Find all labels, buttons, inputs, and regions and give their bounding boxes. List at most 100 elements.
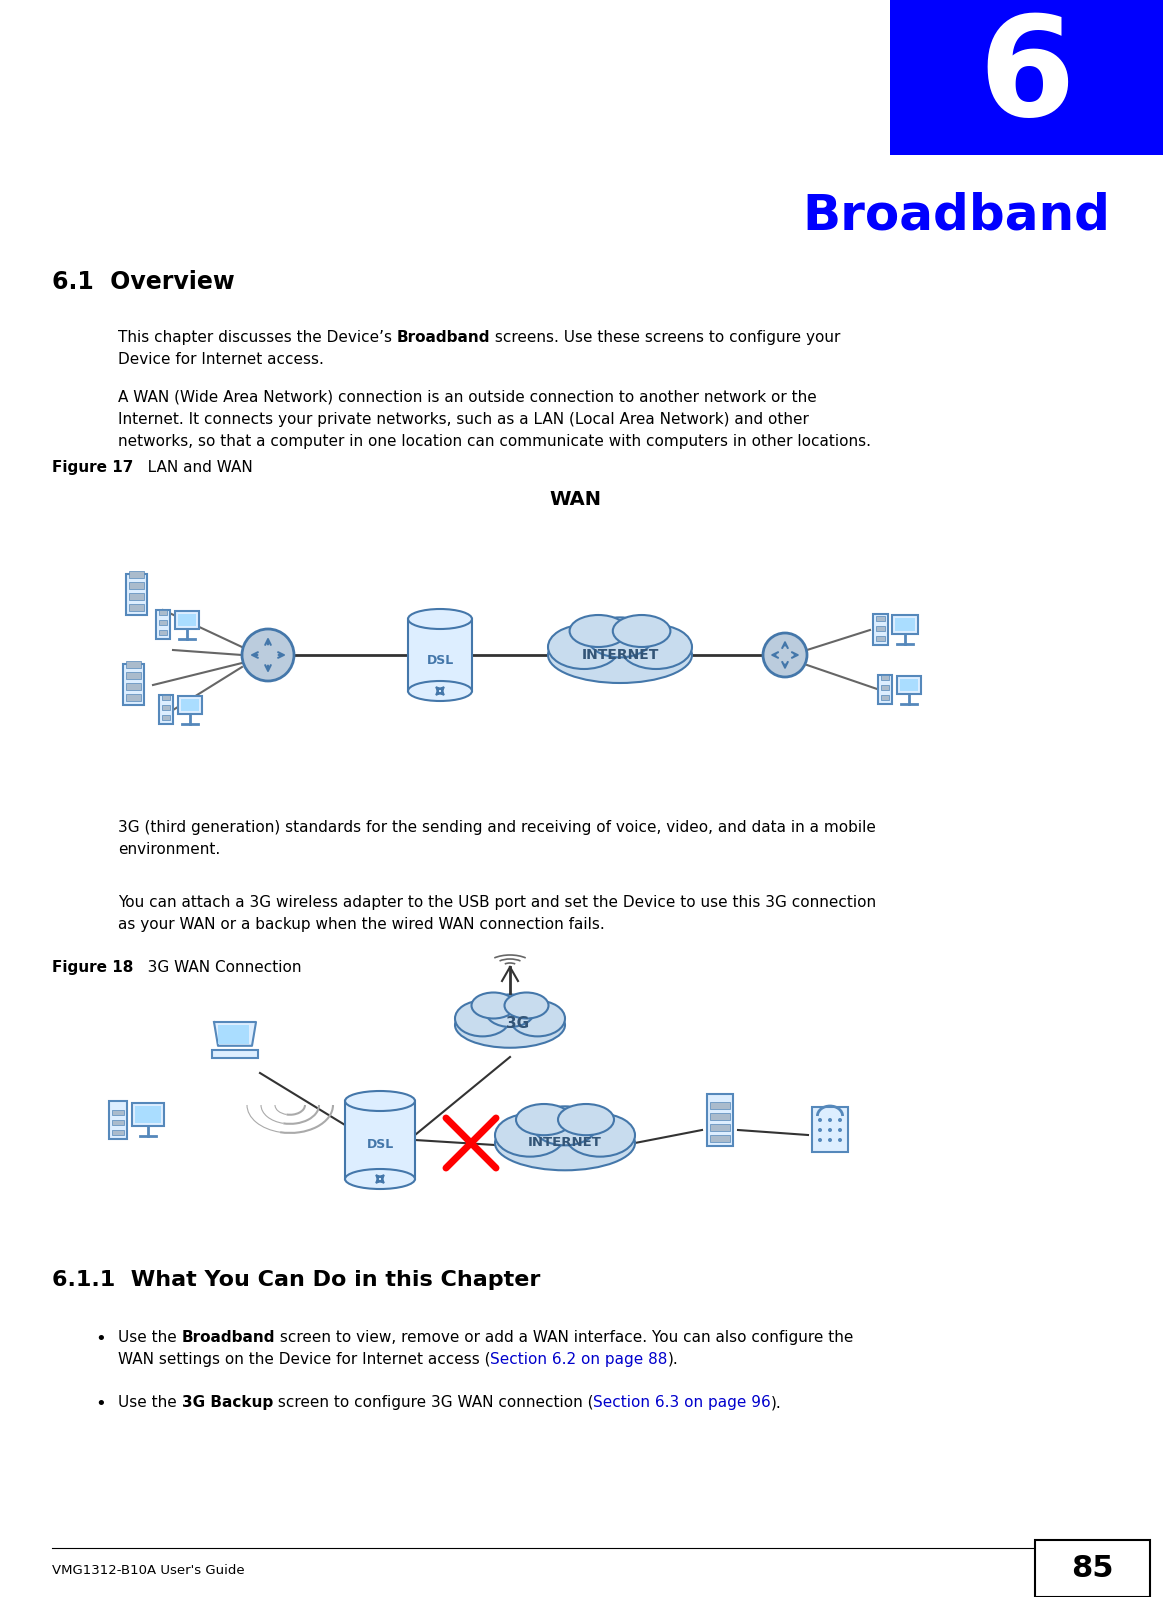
Text: screen to view, remove or add a WAN interface. You can also configure the: screen to view, remove or add a WAN inte… — [276, 1330, 854, 1345]
Bar — [878, 676, 892, 704]
Ellipse shape — [455, 1003, 565, 1048]
Text: Figure 17: Figure 17 — [52, 460, 134, 474]
Text: DSL: DSL — [366, 1139, 393, 1151]
Text: Broadband: Broadband — [181, 1330, 276, 1345]
Text: Section 6.3 on page 96: Section 6.3 on page 96 — [593, 1396, 771, 1410]
Polygon shape — [214, 1022, 256, 1046]
Circle shape — [839, 1139, 842, 1142]
Ellipse shape — [565, 1113, 635, 1156]
Text: 3G Backup: 3G Backup — [181, 1396, 273, 1410]
Ellipse shape — [495, 1116, 635, 1171]
Ellipse shape — [345, 1091, 415, 1112]
Text: WAN settings on the Device for Internet access (: WAN settings on the Device for Internet … — [117, 1353, 491, 1367]
Circle shape — [828, 1127, 832, 1132]
Text: Broadband: Broadband — [802, 192, 1110, 240]
Bar — [345, 1100, 415, 1179]
Bar — [126, 695, 141, 701]
Circle shape — [828, 1118, 832, 1123]
Bar — [876, 616, 885, 621]
Circle shape — [818, 1139, 822, 1142]
Ellipse shape — [548, 628, 692, 684]
Bar — [112, 1110, 124, 1115]
Ellipse shape — [495, 1113, 565, 1156]
Bar — [126, 661, 141, 668]
Bar — [159, 695, 173, 723]
Bar — [890, 0, 1163, 155]
Bar — [709, 1124, 730, 1131]
Bar — [882, 685, 889, 690]
Circle shape — [828, 1139, 832, 1142]
Bar — [129, 604, 144, 612]
Ellipse shape — [570, 615, 627, 647]
Bar — [873, 613, 889, 645]
Bar — [882, 695, 889, 699]
Text: INTERNET: INTERNET — [582, 648, 658, 663]
Ellipse shape — [587, 618, 652, 658]
Text: Section 6.2 on page 88: Section 6.2 on page 88 — [491, 1353, 668, 1367]
Bar — [217, 1025, 249, 1044]
Bar — [812, 1107, 848, 1151]
Text: You can attach a 3G wireless adapter to the USB port and set the Device to use t: You can attach a 3G wireless adapter to … — [117, 894, 876, 910]
Ellipse shape — [613, 615, 670, 647]
Bar — [162, 695, 170, 699]
Bar — [112, 1131, 124, 1135]
Bar — [892, 615, 918, 634]
Bar — [897, 676, 921, 695]
Ellipse shape — [471, 992, 515, 1019]
Text: A WAN (Wide Area Network) connection is an outside connection to another network: A WAN (Wide Area Network) connection is … — [117, 390, 816, 406]
Bar — [109, 1100, 127, 1139]
Bar — [156, 610, 170, 639]
Bar — [174, 612, 199, 629]
Bar — [129, 581, 144, 589]
Text: networks, so that a computer in one location can communicate with computers in o: networks, so that a computer in one loca… — [117, 434, 871, 449]
Bar — [707, 1094, 733, 1147]
Text: Device for Internet access.: Device for Internet access. — [117, 351, 323, 367]
Text: This chapter discusses the Device’s: This chapter discusses the Device’s — [117, 331, 397, 345]
Bar — [1035, 1540, 1150, 1597]
Ellipse shape — [511, 1001, 565, 1036]
Circle shape — [839, 1127, 842, 1132]
Bar — [709, 1113, 730, 1119]
Bar — [162, 715, 170, 720]
Bar — [162, 704, 170, 711]
Text: •: • — [95, 1330, 106, 1348]
Bar — [123, 664, 144, 704]
Circle shape — [763, 632, 807, 677]
Bar — [178, 613, 197, 626]
Text: environment.: environment. — [117, 842, 220, 858]
Text: 3G: 3G — [506, 1016, 529, 1030]
Ellipse shape — [505, 992, 549, 1019]
Bar — [900, 679, 918, 692]
Text: INTERNET: INTERNET — [528, 1137, 602, 1150]
Circle shape — [839, 1118, 842, 1123]
Circle shape — [242, 629, 294, 680]
Bar — [131, 1104, 164, 1126]
Ellipse shape — [534, 1107, 597, 1145]
Text: 6.1.1  What You Can Do in this Chapter: 6.1.1 What You Can Do in this Chapter — [52, 1270, 541, 1290]
Ellipse shape — [620, 624, 692, 669]
Bar — [129, 592, 144, 600]
Ellipse shape — [558, 1104, 614, 1135]
Bar — [408, 620, 472, 692]
Text: VMG1312-B10A User's Guide: VMG1312-B10A User's Guide — [52, 1563, 244, 1576]
Text: WAN: WAN — [549, 490, 601, 509]
Text: screen to configure 3G WAN connection (: screen to configure 3G WAN connection ( — [273, 1396, 593, 1410]
Ellipse shape — [455, 1001, 511, 1036]
Bar — [882, 676, 889, 680]
Bar — [212, 1049, 258, 1057]
Bar — [126, 684, 141, 690]
Ellipse shape — [408, 608, 472, 629]
Bar — [126, 573, 147, 615]
Bar — [876, 626, 885, 631]
Text: Internet. It connects your private networks, such as a LAN (Local Area Network) : Internet. It connects your private netwo… — [117, 412, 809, 426]
Text: 3G WAN Connection: 3G WAN Connection — [134, 960, 302, 976]
Bar — [159, 610, 167, 615]
Text: LAN and WAN: LAN and WAN — [134, 460, 254, 474]
Bar — [126, 672, 141, 679]
Bar — [135, 1107, 160, 1123]
Bar — [159, 629, 167, 636]
Text: ).: ). — [771, 1396, 782, 1410]
Text: ).: ). — [668, 1353, 679, 1367]
Text: Use the: Use the — [117, 1396, 181, 1410]
Bar — [159, 620, 167, 624]
